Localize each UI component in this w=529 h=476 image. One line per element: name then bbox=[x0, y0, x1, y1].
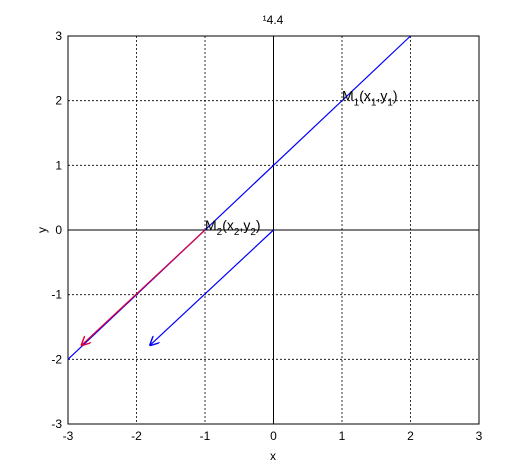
subscript: 2 bbox=[217, 227, 223, 238]
y-tick-label: -3 bbox=[51, 417, 62, 431]
data-line bbox=[150, 229, 274, 345]
x-tick-label: 3 bbox=[476, 429, 483, 443]
y-tick-label: -1 bbox=[51, 288, 62, 302]
x-axis-label: x bbox=[270, 449, 276, 463]
y-tick-label: 0 bbox=[55, 223, 62, 237]
data-line bbox=[82, 229, 206, 345]
annotation-text: (x bbox=[222, 217, 234, 233]
x-tick-label: 0 bbox=[270, 429, 277, 443]
subscript: 1 bbox=[387, 98, 393, 109]
annotation-text: ) bbox=[256, 217, 261, 233]
y-axis-label: y bbox=[35, 227, 49, 233]
data-line bbox=[67, 35, 411, 360]
subscript: 1 bbox=[371, 98, 377, 109]
annotation-text: ,y bbox=[376, 88, 387, 104]
subscript: 1 bbox=[354, 98, 360, 109]
x-tick-label: -2 bbox=[131, 429, 142, 443]
x-tick-label: 2 bbox=[407, 429, 414, 443]
subscript: 2 bbox=[250, 227, 256, 238]
annotation-text: ) bbox=[393, 88, 398, 104]
y-tick-label: 2 bbox=[55, 94, 62, 108]
annotation-text: M bbox=[205, 217, 217, 233]
chart-title: ¹4.4 bbox=[263, 13, 284, 27]
x-tick-label: 1 bbox=[339, 429, 346, 443]
annotation-text: (x bbox=[359, 88, 371, 104]
annotation: M2(x2,y2) bbox=[205, 217, 261, 238]
y-tick-label: 3 bbox=[55, 29, 62, 43]
annotation-text: ,y bbox=[239, 217, 250, 233]
x-tick-label: -3 bbox=[63, 429, 74, 443]
annotation-text: M bbox=[342, 88, 354, 104]
y-tick-label: 1 bbox=[55, 158, 62, 172]
y-tick-label: -2 bbox=[51, 352, 62, 366]
annotation: M1(x1,y1) bbox=[342, 88, 398, 109]
subscript: 2 bbox=[234, 227, 240, 238]
x-tick-label: -1 bbox=[200, 429, 211, 443]
